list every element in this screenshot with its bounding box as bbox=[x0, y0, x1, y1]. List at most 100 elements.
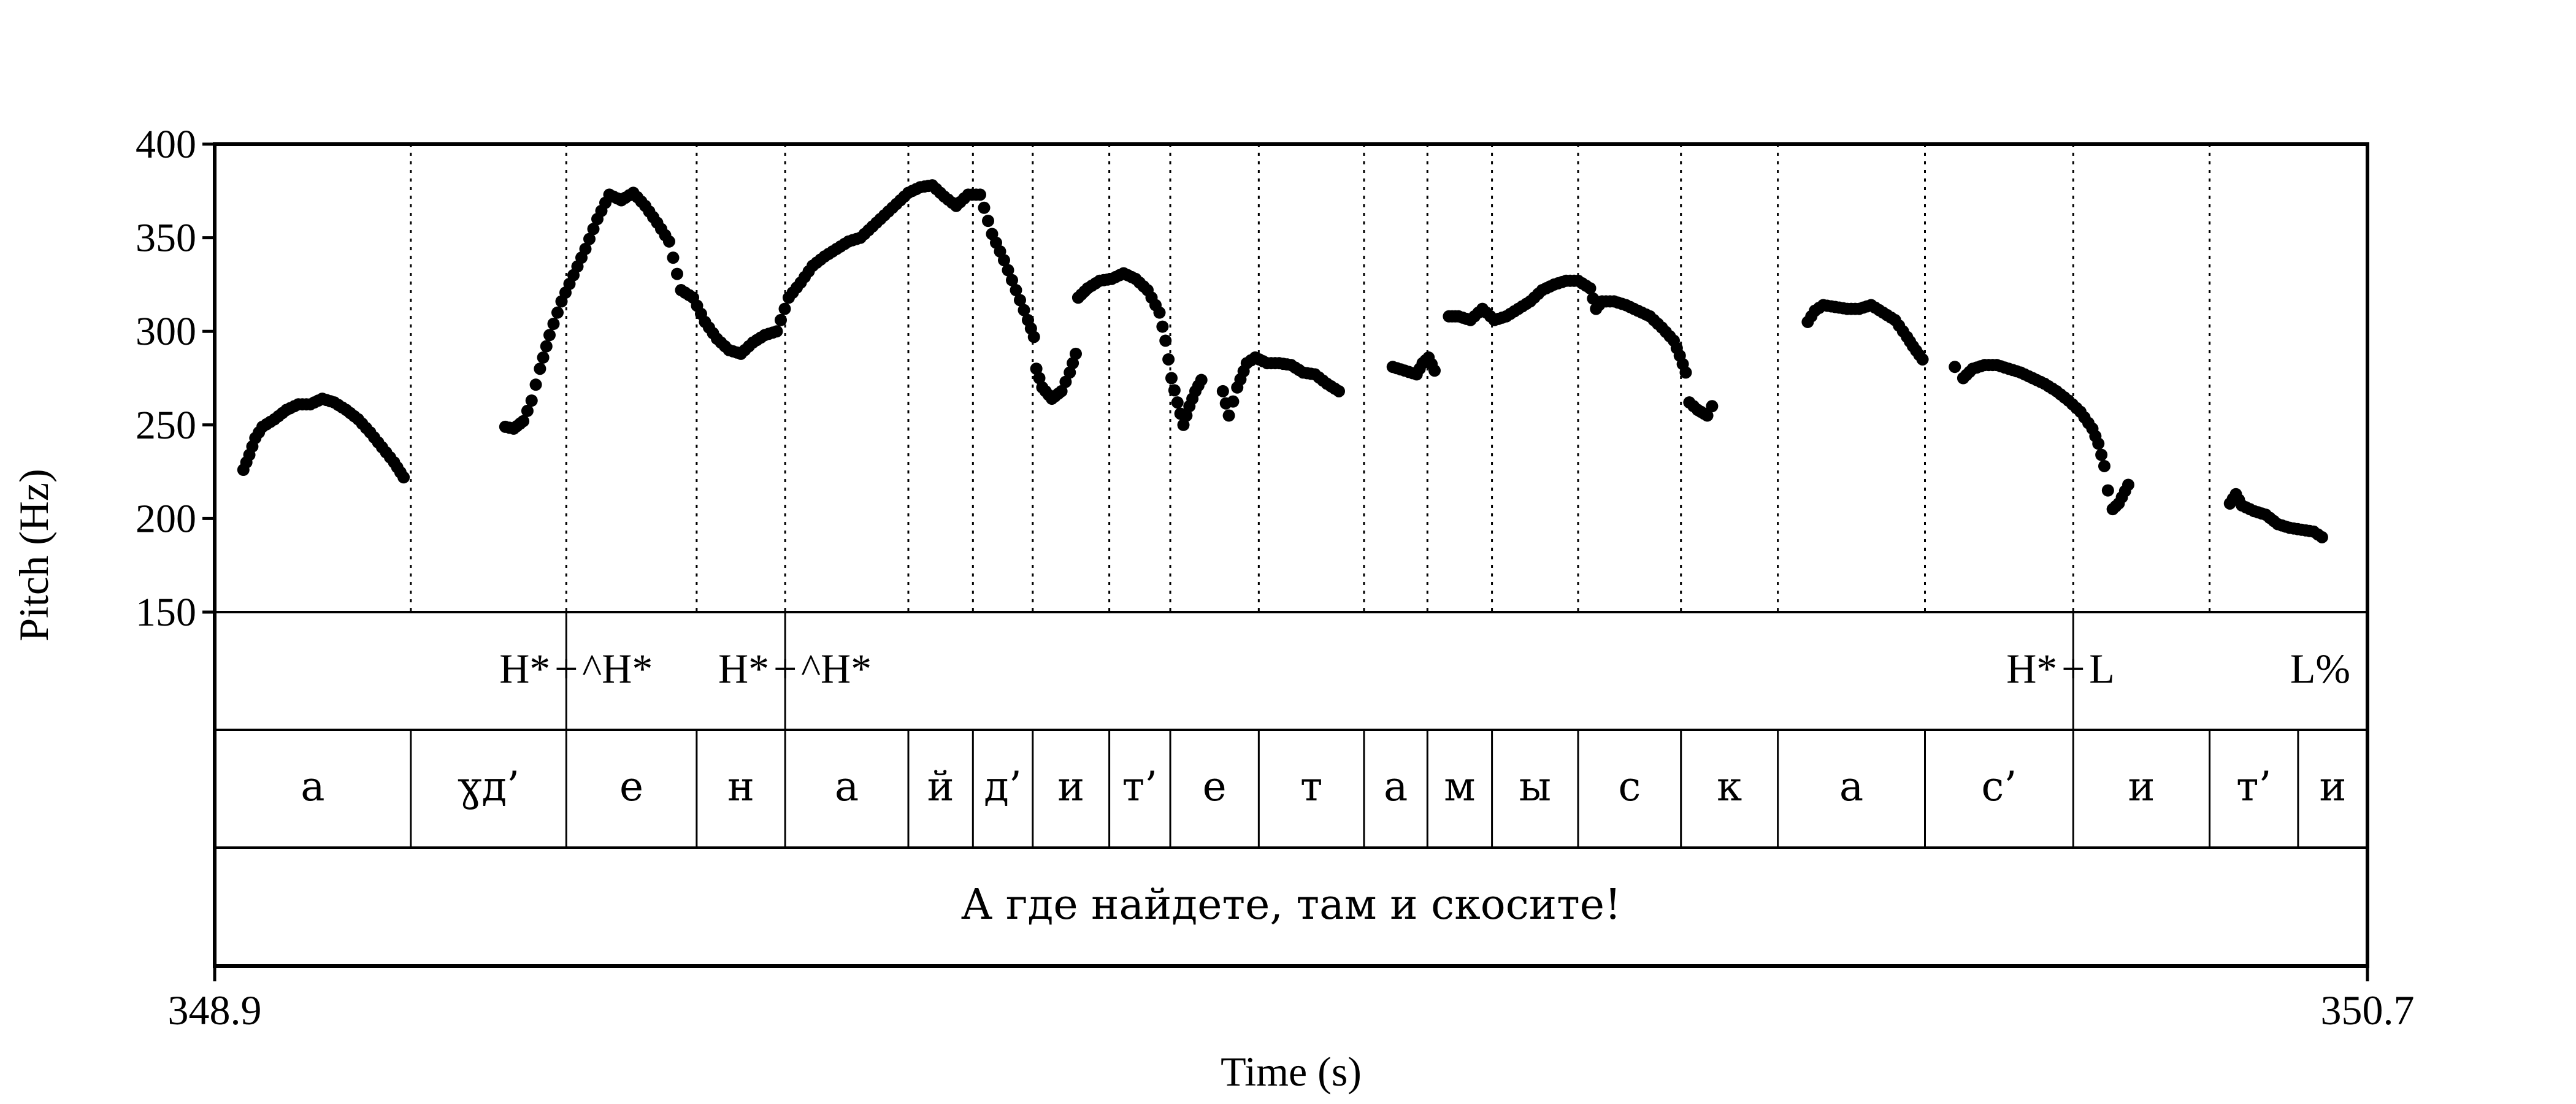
phone-label: м bbox=[1444, 763, 1475, 810]
phone-label: ы bbox=[1519, 763, 1552, 810]
tone-label: H* bbox=[2006, 645, 2057, 692]
phone-label: и bbox=[2128, 763, 2155, 810]
pitch-point bbox=[2101, 484, 2114, 497]
phone-label: к bbox=[1717, 763, 1742, 810]
pitch-point bbox=[1153, 306, 1166, 319]
pitch-point bbox=[2315, 531, 2328, 543]
pitch-point bbox=[529, 378, 542, 391]
phone-label: т bbox=[1300, 763, 1323, 810]
sentence-tier: А где найдете, там и скосите! bbox=[961, 881, 1622, 929]
pitch-point bbox=[1018, 304, 1030, 316]
plot-frame bbox=[213, 142, 2369, 968]
pitch-point bbox=[583, 232, 596, 245]
y-tick-label: 150 bbox=[136, 590, 196, 635]
tone-label: H* bbox=[499, 645, 550, 692]
phone-label: а bbox=[1384, 763, 1408, 810]
x-tick-label-start: 348.9 bbox=[168, 987, 262, 1033]
pitch-point bbox=[1156, 320, 1169, 333]
pitch-point bbox=[1055, 385, 1068, 397]
pitch-point bbox=[1333, 385, 1345, 397]
pitch-point bbox=[534, 362, 546, 375]
pitch-point bbox=[2095, 448, 2108, 461]
pitch-point bbox=[1067, 357, 1079, 370]
pitch-point bbox=[982, 215, 994, 228]
pitch-point bbox=[1916, 353, 1929, 366]
pitch-point bbox=[1030, 362, 1043, 375]
pitch-point bbox=[1701, 409, 1714, 422]
y-tick-label: 250 bbox=[136, 403, 196, 448]
pitch-point bbox=[540, 340, 553, 353]
pitch-point bbox=[1162, 353, 1175, 366]
pitch-point bbox=[2122, 478, 2134, 491]
pitch-point bbox=[1165, 372, 1178, 385]
pitch-point bbox=[1584, 282, 1597, 295]
boundary-lines bbox=[410, 144, 2211, 612]
phone-label: д’ bbox=[984, 763, 1022, 810]
pitch-point bbox=[525, 394, 538, 407]
pitch-point bbox=[521, 404, 534, 417]
pitch-point bbox=[667, 251, 680, 264]
pitch-point bbox=[1059, 375, 1072, 388]
pitch-point bbox=[671, 267, 683, 280]
pitch-point bbox=[1195, 374, 1208, 386]
tone-label: ^H* bbox=[582, 645, 653, 692]
phone-label: и bbox=[1057, 763, 1084, 810]
pitch-point bbox=[1159, 334, 1172, 347]
pitch-point bbox=[1428, 364, 1441, 377]
x-tick-label-end: 350.7 bbox=[2321, 987, 2415, 1033]
phone-label: с bbox=[1618, 763, 1641, 810]
pitch-point bbox=[587, 223, 600, 236]
pitch-point bbox=[1180, 409, 1193, 422]
pitch-point bbox=[547, 317, 560, 330]
pitch-plot-area bbox=[213, 142, 2369, 968]
phone-label: н bbox=[727, 763, 754, 810]
pitch-point bbox=[1006, 274, 1018, 286]
sentence-label: А где найдете, там и скосите! bbox=[961, 881, 1622, 929]
pitch-point bbox=[1033, 372, 1046, 385]
pitch-point bbox=[1706, 400, 1719, 413]
pitch-contour bbox=[237, 179, 2328, 543]
pitch-point bbox=[1002, 264, 1014, 277]
pitch-point bbox=[397, 471, 410, 484]
pitch-point bbox=[2098, 459, 2110, 472]
pitch-point bbox=[1010, 284, 1022, 297]
y-tick-label: 300 bbox=[136, 309, 196, 354]
tone-label: H* bbox=[718, 645, 769, 692]
y-axis: 150 200 250 300 350 400 bbox=[136, 122, 215, 635]
pitch-point bbox=[543, 329, 556, 342]
pitch-point bbox=[1171, 396, 1184, 409]
phone-label: ɣд’ bbox=[458, 763, 519, 810]
x-axis-label: Time (s) bbox=[1221, 1048, 1362, 1095]
phone-label: т’ bbox=[1122, 763, 1158, 810]
pitch-point bbox=[1064, 366, 1076, 379]
tone-label: L% bbox=[2290, 645, 2350, 692]
pitch-point bbox=[579, 242, 592, 255]
tone-label: L bbox=[2089, 645, 2115, 692]
tier-dividers bbox=[215, 611, 2367, 849]
y-tick-label: 400 bbox=[136, 122, 196, 167]
pitch-point bbox=[1216, 385, 1229, 397]
pitch-point bbox=[978, 201, 991, 214]
y-axis-label: Pitch (Hz) bbox=[10, 469, 57, 641]
pitch-point bbox=[1027, 331, 1040, 343]
phone-label: й bbox=[927, 763, 954, 810]
tone-joiner: + bbox=[2061, 645, 2085, 692]
tone-joiner: + bbox=[554, 645, 578, 692]
pitch-point bbox=[1177, 418, 1190, 431]
pitch-point bbox=[770, 325, 783, 338]
pitch-point bbox=[998, 254, 1010, 267]
pitch-point bbox=[1014, 294, 1026, 307]
pitch-point bbox=[551, 306, 564, 319]
pitch-point bbox=[1679, 366, 1692, 379]
phone-tier: а ɣд’ е н а й д’ и т’ е т а м ы с к а с’ и т’ и bbox=[301, 730, 2346, 848]
x-axis: 348.9 350.7 bbox=[168, 966, 2415, 1033]
phone-label: а bbox=[301, 763, 324, 810]
phone-label: е bbox=[619, 763, 643, 810]
phone-label: а bbox=[1839, 763, 1863, 810]
pitch-point bbox=[974, 188, 986, 201]
pitch-point bbox=[775, 313, 787, 326]
phone-label: а bbox=[835, 763, 859, 810]
tone-tier: H* + ^H* H* + ^H* H* + L L% bbox=[499, 612, 2350, 730]
phone-label: е bbox=[1203, 763, 1227, 810]
